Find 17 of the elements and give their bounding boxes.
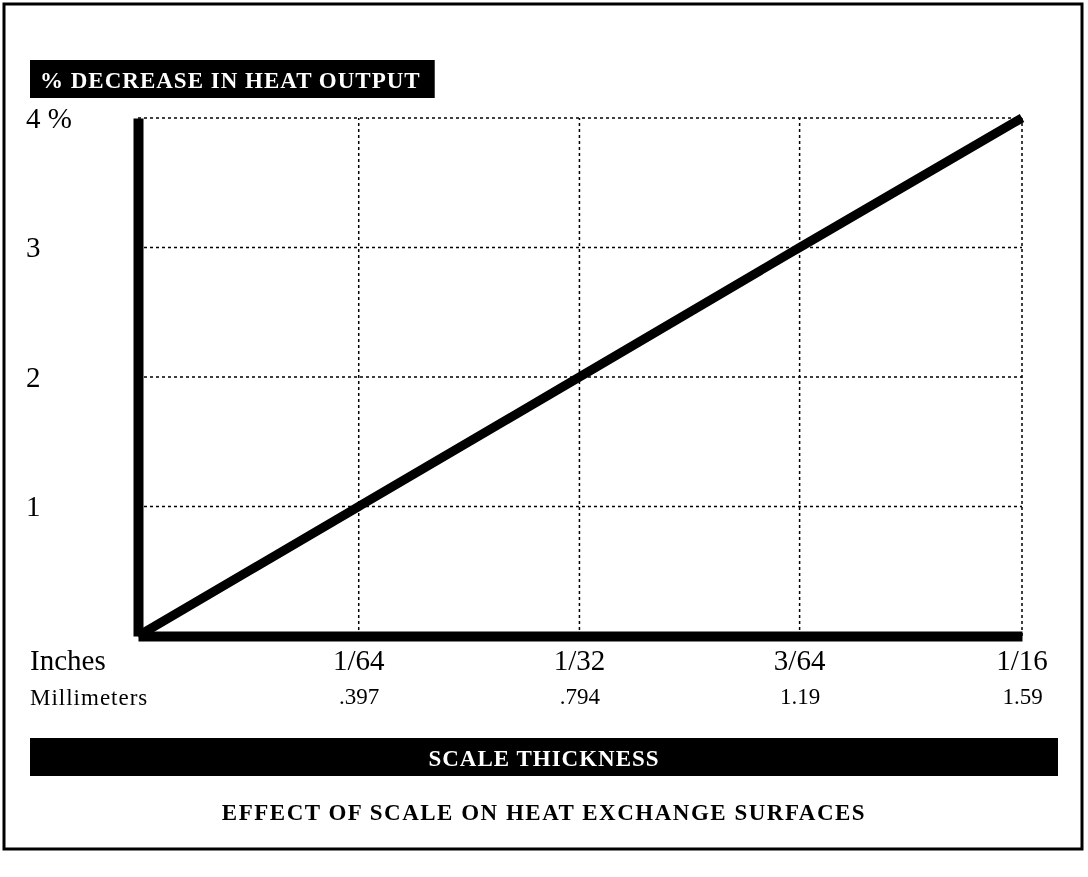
y-axis-title: % DECREASE IN HEAT OUTPUT	[40, 68, 421, 93]
y-tick-label: 2	[26, 360, 41, 393]
x-tick-label: .397	[339, 684, 380, 710]
x-tick-label: 1.59	[1002, 684, 1043, 710]
text: 1/16	[996, 644, 1048, 676]
x-axis-title: SCALE THICKNESS	[428, 746, 660, 771]
text: 1/64	[332, 644, 385, 676]
text: Inches	[30, 644, 106, 676]
text: 1/32	[553, 644, 606, 676]
y-tick-label: 3	[26, 231, 41, 264]
text: 3/64	[773, 644, 826, 676]
x-tick-label: 1.19	[779, 684, 821, 710]
text: Millimeters	[30, 685, 149, 710]
y-tick-label: 1	[26, 490, 41, 523]
text: EFFECT OF SCALE ON HEAT EXCHANGE SURFACES	[221, 800, 867, 825]
y-tick-label: 4 %	[26, 101, 72, 134]
x-tick-label: .794	[559, 684, 601, 710]
